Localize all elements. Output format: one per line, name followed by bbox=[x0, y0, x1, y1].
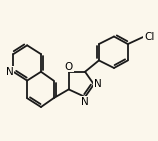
Text: O: O bbox=[65, 62, 73, 72]
Text: N: N bbox=[94, 79, 102, 89]
Text: N: N bbox=[81, 97, 89, 107]
Text: Cl: Cl bbox=[144, 31, 155, 41]
Text: N: N bbox=[6, 67, 13, 77]
